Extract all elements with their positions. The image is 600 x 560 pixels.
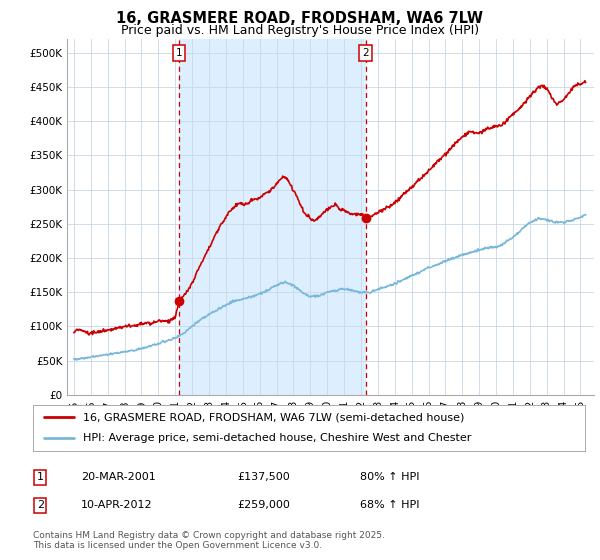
Text: Contains HM Land Registry data © Crown copyright and database right 2025.
This d: Contains HM Land Registry data © Crown c… xyxy=(33,531,385,550)
Text: 16, GRASMERE ROAD, FRODSHAM, WA6 7LW (semi-detached house): 16, GRASMERE ROAD, FRODSHAM, WA6 7LW (se… xyxy=(83,412,464,422)
Text: Price paid vs. HM Land Registry's House Price Index (HPI): Price paid vs. HM Land Registry's House … xyxy=(121,24,479,36)
Text: 2: 2 xyxy=(362,48,369,58)
Text: 20-MAR-2001: 20-MAR-2001 xyxy=(81,472,156,482)
Text: 1: 1 xyxy=(37,472,44,482)
Text: 2: 2 xyxy=(37,500,44,510)
Text: £259,000: £259,000 xyxy=(237,500,290,510)
Text: HPI: Average price, semi-detached house, Cheshire West and Chester: HPI: Average price, semi-detached house,… xyxy=(83,433,471,444)
Text: 16, GRASMERE ROAD, FRODSHAM, WA6 7LW: 16, GRASMERE ROAD, FRODSHAM, WA6 7LW xyxy=(116,11,484,26)
Bar xyxy=(179,39,366,395)
Text: 1: 1 xyxy=(176,48,182,58)
Text: 10-APR-2012: 10-APR-2012 xyxy=(81,500,152,510)
Text: 80% ↑ HPI: 80% ↑ HPI xyxy=(360,472,419,482)
Text: 68% ↑ HPI: 68% ↑ HPI xyxy=(360,500,419,510)
Text: £137,500: £137,500 xyxy=(237,472,290,482)
